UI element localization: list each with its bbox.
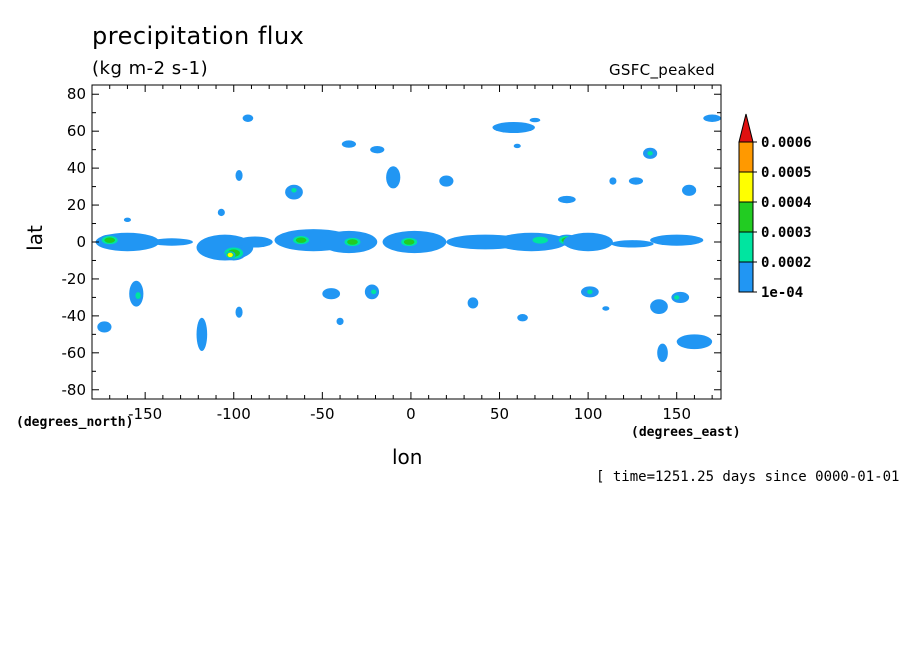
contour-region-37-level-2 [647,151,653,156]
x-tick-label: -100 [217,405,251,423]
contour-region-56-level-1 [609,177,617,185]
experiment-label: GSFC_peaked [609,61,715,79]
contour-region-18-level-1 [650,234,704,246]
contour-region-52-level-1 [217,208,225,217]
y-tick-label: 20 [67,196,86,214]
contour-region-27-level-1 [671,291,690,303]
x-axis: -150 -100 -50 0 50 100 150 [91,85,713,423]
contour-region-35-level-1 [557,195,576,204]
contour-region-26-level-2 [587,289,593,295]
x-axis-label: lon [392,445,423,469]
contour-region-12-level-3 [403,239,415,245]
time-info: [ time=1251.25 days since 0000-01-01 ] [596,469,904,485]
x-axis-units: (degrees_east) [631,425,741,440]
colorbar-box-5 [738,141,754,173]
y-tick-label: -20 [62,270,87,288]
y-tick-label: -80 [62,381,87,399]
contour-region-50-level-1 [97,321,112,333]
contour-region-34-level-1 [492,121,535,134]
y-axis: 80 60 40 20 0 -20 -40 -60 -80 [62,85,721,399]
contour-region-38-level-1 [628,177,644,185]
contour-region-40-level-1 [703,114,722,122]
contour-region-15-level-2 [532,236,549,244]
x-tick-label: 50 [490,405,509,423]
y-axis-units: (degrees_north) [16,415,134,430]
contour-region-57-level-1 [513,143,521,149]
contour-region-24-level-2 [371,289,377,295]
contour-region-2-level-1 [150,238,193,246]
contour-region-58-level-1 [529,117,541,123]
y-tick-label: -60 [62,344,87,362]
x-tick-label: 0 [406,405,416,423]
y-tick-label: 80 [67,85,86,103]
contour-region-44-level-1 [235,169,243,182]
chart-title: precipitation flux [92,22,305,50]
contour-region-49-level-1 [322,288,341,300]
contour-region-10-level-3 [347,239,358,245]
contour-region-46-level-1 [650,299,668,315]
colorbar-box-3 [738,201,754,233]
x-tick-label: 100 [574,405,603,423]
y-axis-label: lat [22,225,47,251]
contour-region-54-level-1 [602,306,610,311]
colorbar-label: 0.0005 [761,165,812,181]
contour-region-29-level-1 [657,343,668,363]
contour-region-33-level-1 [386,166,401,189]
y-tick-label: -40 [62,307,87,325]
colorbar-box-4 [738,171,754,203]
chart-units: (kg m-2 s-1) [92,58,209,79]
contour-region-45-level-1 [439,175,454,187]
y-tick-label: 40 [67,159,86,177]
contour-region-43-level-1 [370,145,385,154]
contour-region-5-level-4 [227,252,233,258]
colorbar-label: 0.0003 [761,225,812,241]
contour-region-48-level-1 [467,297,479,309]
contour-region-1-level-3 [104,237,116,243]
x-tick-label: -50 [310,405,335,423]
contour-region-30-level-1 [676,334,713,350]
contour-region-47-level-1 [517,314,528,322]
contour-region-39-level-1 [682,184,697,196]
contour-region-28-level-2 [674,295,680,300]
x-tick-label: 150 [662,405,691,423]
contour-region-42-level-1 [341,140,357,148]
contour-region-19-level-1 [611,240,654,248]
contour-region-21-level-2 [135,292,141,300]
contour-region-53-level-1 [336,317,344,326]
contour-region-51-level-1 [235,306,243,318]
y-tick-label: 60 [67,122,86,140]
contour-region-22-level-1 [196,317,208,351]
contour-region-32-level-2 [291,187,297,193]
y-tick-label: 0 [76,233,86,251]
colorbar: 1e-04 0.0002 0.0003 0.0004 0.0005 0.0006 [738,113,812,301]
colorbar-box-2 [738,231,754,263]
contour-region-55-level-1 [123,217,131,223]
contour-region-17-level-1 [563,232,613,252]
colorbar-box-1 [738,261,754,293]
colorbar-label: 0.0002 [761,255,812,271]
contour-fields [95,114,722,363]
contour-region-41-level-1 [242,114,254,122]
contour-region-6-level-1 [237,236,273,248]
colorbar-extend-arrow [738,113,754,143]
colorbar-label: 1e-04 [761,285,803,301]
x-tick-label: -150 [128,405,162,423]
contour-region-8-level-3 [295,237,307,243]
colorbar-label: 0.0006 [761,135,812,151]
colorbar-label: 0.0004 [761,195,812,211]
